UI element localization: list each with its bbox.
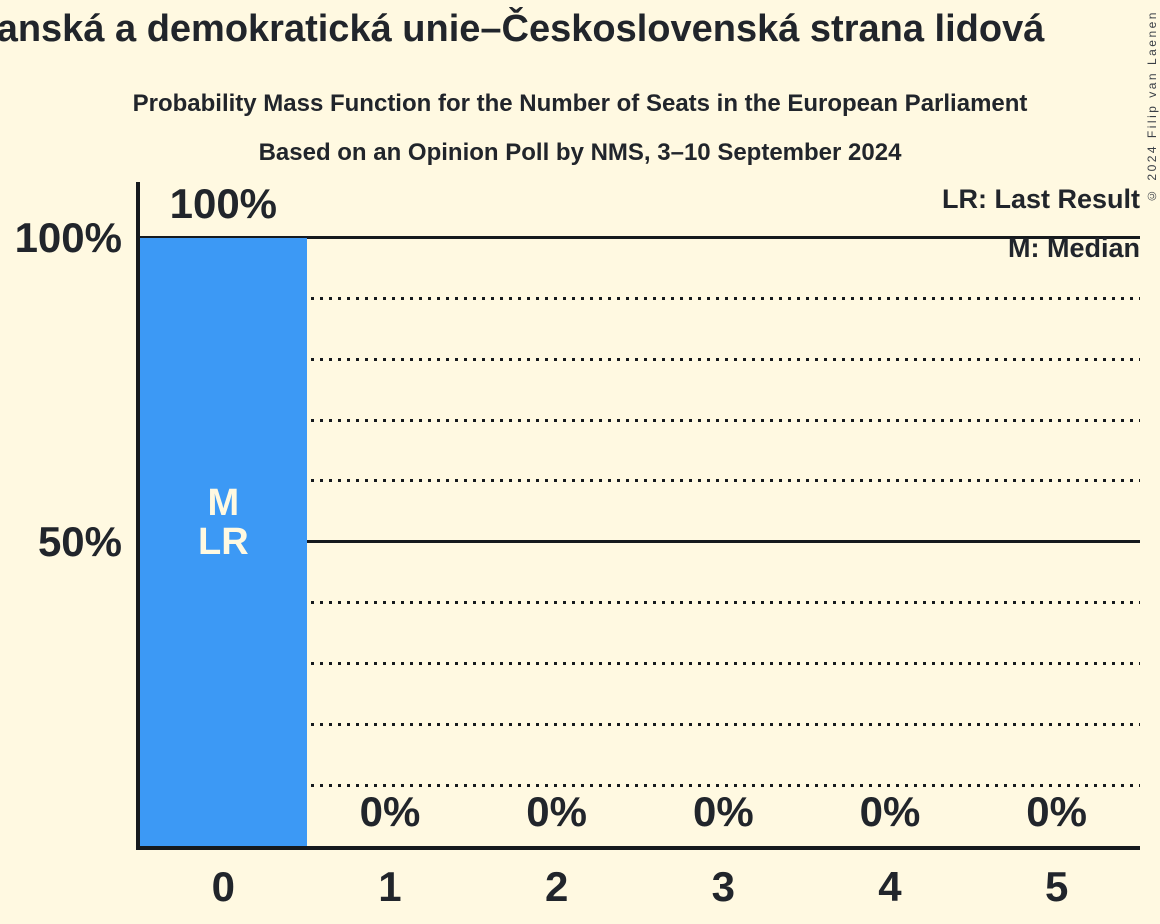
page-title: Křesťanská a demokratická unie–Českoslov… <box>0 8 1045 50</box>
x-tick-label-2: 2 <box>544 863 569 910</box>
gridline-70pct <box>140 418 1140 422</box>
gridline-10pct <box>140 783 1140 787</box>
x-tick-label-3: 3 <box>711 863 735 910</box>
gridline-60pct <box>140 479 1140 483</box>
gridline-30pct <box>140 661 1140 665</box>
data-label-seats-0: 100% <box>169 179 278 227</box>
gridline-90pct <box>140 296 1140 300</box>
x-tick-label-1: 1 <box>378 863 402 910</box>
y-tick-label-100pct: 100% <box>14 213 122 261</box>
y-axis-line <box>136 182 140 850</box>
x-tick-label-0: 0 <box>211 863 235 910</box>
data-label-seats-1: 0% <box>359 788 421 835</box>
x-tick-label-4: 4 <box>878 863 902 910</box>
legend-last-result: LR: Last Result <box>941 184 1140 214</box>
copyright-notice: © 2024 Filip van Laenen <box>1145 10 1159 203</box>
probability-bar-seats-0 <box>140 237 307 850</box>
data-label-seats-3: 0% <box>692 788 754 835</box>
x-tick-label-5: 5 <box>1044 863 1069 910</box>
data-label-seats-2: 0% <box>526 788 587 835</box>
gridline-20pct <box>140 722 1140 726</box>
major-gridline-100pct <box>140 236 1140 239</box>
data-label-seats-4: 0% <box>859 788 921 835</box>
major-gridline-50pct <box>140 540 1140 544</box>
poll-info: Based on an Opinion Poll by NMS, 3–10 Se… <box>258 139 902 166</box>
gridline-80pct <box>140 357 1140 361</box>
data-label-seats-5: 0% <box>1026 788 1087 835</box>
y-tick-label-50pct: 50% <box>37 517 122 565</box>
x-axis-line <box>136 846 1140 850</box>
chart-subtitle: Probability Mass Function for the Number… <box>132 90 1028 117</box>
legend-median: M: Median <box>1008 233 1140 263</box>
median-last-result-marker: M LR <box>198 482 249 563</box>
gridline-40pct <box>140 601 1140 605</box>
